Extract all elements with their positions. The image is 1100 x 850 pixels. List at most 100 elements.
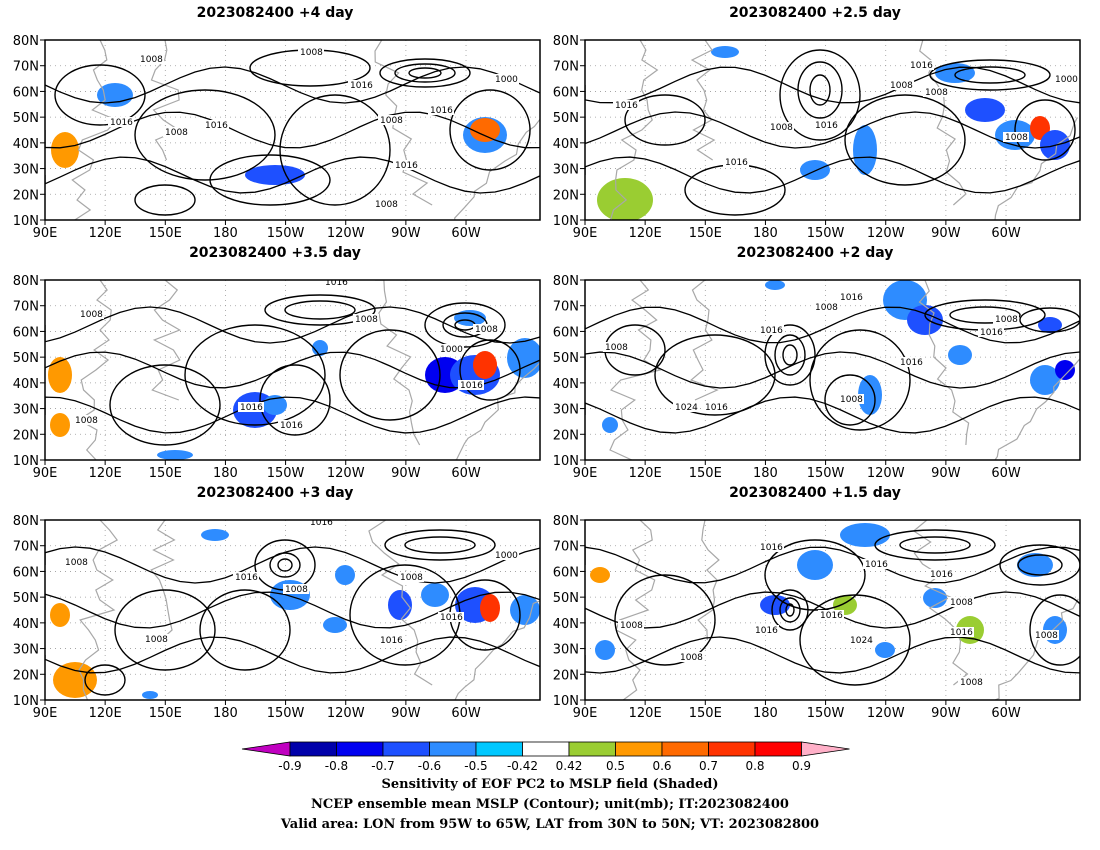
mslp-contour (259, 364, 331, 436)
contour-label: 1024 (675, 403, 698, 413)
contour-label: 1008 (890, 81, 913, 91)
sensitivity-shade (595, 640, 615, 660)
contour-label: 1016 (235, 573, 258, 583)
panel-title: 2023082400 +1.5 day (729, 485, 901, 501)
sensitivity-shade (1030, 365, 1060, 395)
lat-tick-label: 60N (13, 565, 39, 580)
contour-label: 1000 (495, 551, 518, 561)
lat-tick-label: 30N (553, 163, 579, 178)
lon-tick-label: 60W (451, 466, 481, 481)
sensitivity-shade (1038, 317, 1062, 333)
coastline (77, 280, 112, 460)
lat-tick-label: 20N (13, 668, 39, 683)
map-border (44, 39, 541, 221)
lon-tick-label: 120W (327, 466, 365, 481)
sensitivity-shade (312, 340, 328, 356)
colorbar-tick-label: 0.42 (556, 759, 583, 773)
contour-label: 1016 (910, 61, 933, 71)
mslp-contour (585, 591, 1080, 629)
lat-tick-label: 10N (13, 694, 39, 709)
colorbar-tick-label: -0.6 (418, 759, 441, 773)
map-frame-group: 1016 1008 1016 1008 1008 1000 1016 1008 1016 80N 7… (13, 514, 541, 721)
lon-tick-label: 90W (391, 226, 421, 241)
map-panel-1: 2023082400 +4 day 1008 1008 1000 1016 1016 10… (5, 5, 545, 245)
contour-label: 1016 (440, 613, 463, 623)
panel-title: 2023082400 +2 day (736, 245, 894, 261)
lon-tick-label: 90W (391, 706, 421, 721)
map-border (44, 519, 541, 701)
sensitivity-shade (797, 550, 833, 580)
contour-label: 1008 (355, 315, 378, 325)
contour-label: 1000 (1055, 75, 1078, 85)
contour-label: 1016 (240, 403, 263, 413)
contour-label-bg (428, 105, 454, 115)
mslp-contour (764, 324, 816, 386)
lat-tick-label: 60N (553, 85, 579, 100)
lon-tick-label: 150W (807, 466, 845, 481)
contour-label-bg (143, 634, 169, 644)
contour-label-bg (298, 47, 324, 57)
mslp-contour (999, 544, 1080, 586)
mslp-contour (1029, 594, 1080, 666)
contour-label-bg (948, 597, 974, 607)
sensitivity-shade (597, 178, 653, 220)
lon-tick-label: 90E (33, 466, 58, 481)
contour-label: 1008 (840, 395, 863, 405)
contour-label-bg (458, 380, 484, 390)
lat-tick-label: 30N (13, 163, 39, 178)
coastline (609, 280, 662, 460)
contour-label-bg (308, 520, 334, 527)
lat-tick-label: 30N (13, 403, 39, 418)
contour-label-bg (758, 325, 784, 335)
lon-tick-label: 90E (33, 706, 58, 721)
mslp-contour (1017, 554, 1063, 576)
mslp-contour (134, 184, 196, 216)
colorbar-swatch (336, 741, 384, 757)
lat-tick-label: 60N (13, 85, 39, 100)
colorbar: -0.9 -0.8 -0.7 -0.6 -0.5 -0.42 0.42 0.5 0.6 0.7 0.… (241, 741, 850, 773)
lat-tick-label: 10N (13, 454, 39, 469)
mslp-contour (134, 89, 276, 181)
lat-tick-label: 80N (553, 514, 579, 529)
map-content: 1016 1008 1016 1008 1008 1000 1016 1008 1016 (45, 518, 540, 700)
contour-label-bg (958, 677, 984, 687)
mslp-contour (779, 49, 861, 141)
contour-label-bg (848, 635, 874, 645)
sensitivity-shade (760, 595, 790, 615)
contour-label-bg (723, 157, 749, 167)
contour-label-bg (948, 627, 974, 637)
contour-label-bg (493, 550, 519, 560)
lat-tick-label: 70N (13, 300, 39, 315)
map-content: 1008 1008 1000 1016 1016 1016 1008 1016 1008 1016… (45, 40, 540, 220)
contour-label-bg (898, 357, 924, 367)
contour-label-bg (613, 100, 639, 110)
contour-label: 1008 (475, 325, 498, 335)
panel-title: 2023082400 +3 day (196, 485, 354, 501)
sensitivity-shade (454, 310, 486, 326)
contour-label-bg (283, 584, 309, 594)
lon-tick-label: 150W (267, 466, 305, 481)
sensitivity-shade (948, 345, 972, 365)
contour-label: 1016 (950, 628, 973, 638)
colorbar-tick-label: -0.7 (371, 759, 394, 773)
colorbar-tick-label: 0.7 (699, 759, 718, 773)
contour-label: 1008 (1035, 631, 1058, 641)
coastline (368, 520, 433, 686)
colorbar-swatch (475, 741, 523, 757)
lat-tick-label: 70N (553, 540, 579, 555)
lat-tick-label: 50N (13, 111, 39, 126)
contour-label-bg (373, 199, 399, 209)
contour-label-bg (108, 117, 134, 127)
sensitivity-shade (50, 413, 70, 437)
lon-tick-label: 150E (689, 706, 722, 721)
mslp-contour (899, 536, 971, 554)
lon-tick-label: 90W (391, 466, 421, 481)
mslp-contour (264, 294, 376, 326)
mslp-contour (782, 344, 798, 366)
mslp-contour (339, 329, 441, 421)
mslp-contour (114, 589, 216, 671)
caption-line-3: Valid area: LON from 95W to 65W, LAT fro… (280, 817, 820, 832)
lon-tick-label: 150E (149, 466, 182, 481)
contour-label: 1016 (310, 518, 333, 528)
